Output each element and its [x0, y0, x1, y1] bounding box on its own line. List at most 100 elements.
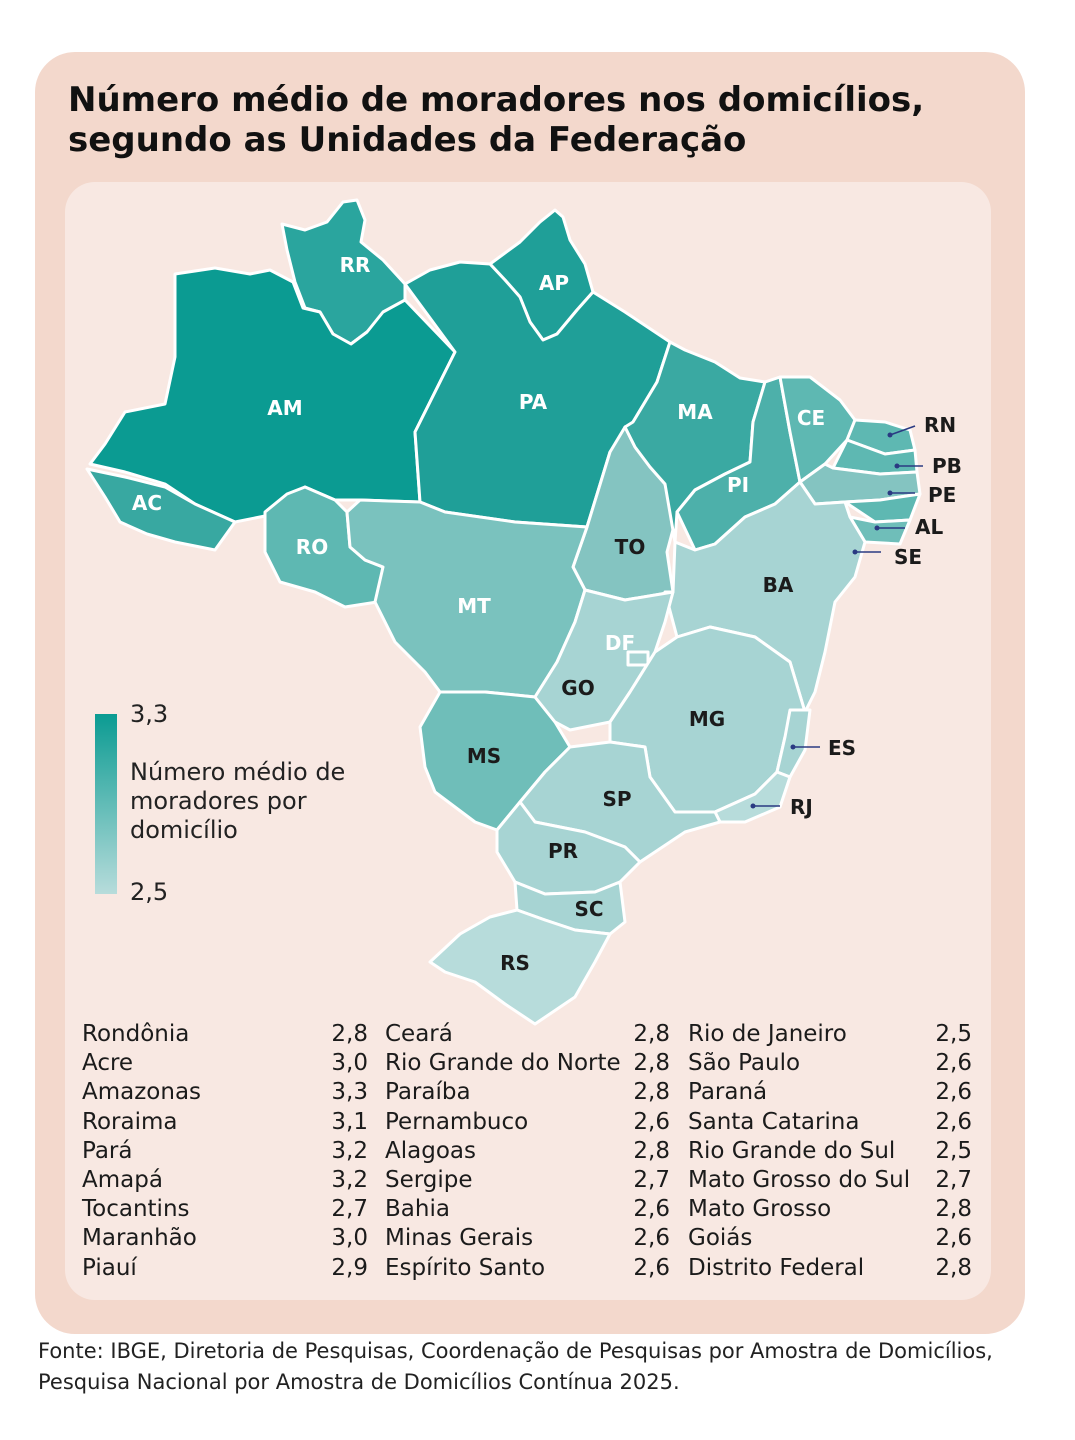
table-row: São Paulo 2,6 — [688, 1049, 972, 1078]
label-AM: AM — [267, 396, 302, 420]
state-name: Ceará — [385, 1021, 453, 1047]
state-name: Bahia — [385, 1196, 450, 1223]
legend-title: Número médio de moradores por domicílio — [130, 758, 346, 844]
label-RJ: RJ — [790, 795, 813, 819]
state-value: 2,8 — [633, 1079, 670, 1106]
table-row: Bahia 2,6 — [385, 1195, 670, 1224]
state-name: Rio de Janeiro — [688, 1021, 847, 1047]
leader-dot-RJ — [750, 803, 756, 809]
label-GO: GO — [561, 676, 594, 700]
state-name: Mato Grosso — [688, 1196, 832, 1223]
table-row: Rio Grande do Norte 2,8 — [385, 1049, 670, 1078]
state-value: 2,6 — [633, 1254, 670, 1281]
state-value: 3,2 — [331, 1137, 368, 1164]
state-name: Minas Gerais — [385, 1225, 534, 1252]
table-row: Acre 3,0 — [82, 1049, 368, 1078]
state-name: Paraná — [688, 1079, 768, 1106]
state-name: Pernambuco — [385, 1108, 529, 1135]
state-name: Amapá — [82, 1166, 163, 1193]
table-row: Goiás 2,6 — [688, 1224, 972, 1253]
table-row: Santa Catarina 2,6 — [688, 1108, 972, 1137]
state-value: 2,8 — [633, 1021, 670, 1047]
state-name: Alagoas — [385, 1137, 476, 1164]
state-value: 2,5 — [935, 1021, 972, 1047]
leader-dot-RN — [887, 432, 893, 438]
legend-min-value: 2,5 — [130, 878, 169, 906]
table-row: Rondônia 2,8 — [82, 1020, 368, 1049]
state-value: 2,6 — [935, 1050, 972, 1077]
label-PB: PB — [932, 454, 962, 478]
table-row: Tocantins 2,7 — [82, 1195, 368, 1224]
state-value: 3,1 — [331, 1108, 368, 1135]
state-value: 3,3 — [331, 1079, 368, 1106]
map-title: Número médio de moradores nos domicílios… — [68, 80, 925, 160]
table-row: Maranhão 3,0 — [82, 1224, 368, 1253]
label-AL: AL — [915, 515, 943, 539]
state-name: São Paulo — [688, 1050, 801, 1077]
state-name: Distrito Federal — [688, 1254, 865, 1281]
table-row: Piauí 2,9 — [82, 1254, 368, 1283]
leader-dot-AL — [874, 525, 880, 531]
state-value: 2,7 — [935, 1166, 972, 1193]
state-name: Espírito Santo — [385, 1254, 546, 1281]
label-PA: PA — [519, 390, 548, 414]
source-note: Fonte: IBGE, Diretoria de Pesquisas, Coo… — [38, 1339, 993, 1394]
state-name: Mato Grosso do Sul — [688, 1166, 911, 1193]
table-row: Ceará 2,8 — [385, 1020, 670, 1049]
label-RS: RS — [500, 951, 530, 975]
table-row: Rio de Janeiro 2,5 — [688, 1020, 972, 1049]
state-value: 3,0 — [331, 1050, 368, 1077]
table-row: Espírito Santo 2,6 — [385, 1254, 670, 1283]
state-value: 3,2 — [331, 1166, 368, 1193]
table-row: Roraima 3,1 — [82, 1108, 368, 1137]
table-row: Amapá 3,2 — [82, 1166, 368, 1195]
state-name: Amazonas — [82, 1079, 202, 1106]
state-RS — [428, 908, 612, 1026]
state-name: Goiás — [688, 1225, 753, 1252]
state-value: 2,6 — [935, 1108, 972, 1135]
state-name: Piauí — [82, 1254, 137, 1281]
table-column-2: Ceará 2,8 Rio Grande do Norte 2,8 Paraíba 2… — [385, 1020, 670, 1283]
label-MA: MA — [677, 400, 713, 424]
label-TO: TO — [615, 535, 646, 559]
state-RJ — [713, 770, 792, 824]
label-AP: AP — [539, 271, 569, 295]
state-value: 2,6 — [935, 1079, 972, 1106]
state-value: 2,5 — [935, 1137, 972, 1164]
state-value: 2,8 — [633, 1050, 670, 1077]
state-name: Rio Grande do Norte — [385, 1050, 621, 1077]
label-AC: AC — [132, 491, 162, 515]
table-row: Minas Gerais 2,6 — [385, 1224, 670, 1253]
label-DF: DF — [605, 631, 635, 655]
state-name: Rondônia — [82, 1021, 190, 1047]
label-MG: MG — [689, 707, 725, 731]
state-value: 2,6 — [633, 1196, 670, 1223]
state-value: 2,7 — [633, 1166, 670, 1193]
table-row: Rio Grande do Sul 2,5 — [688, 1137, 972, 1166]
label-CE: CE — [797, 406, 825, 430]
state-name: Santa Catarina — [688, 1108, 860, 1135]
leader-line-RN — [889, 425, 916, 436]
label-ES: ES — [828, 736, 856, 760]
state-name: Rio Grande do Sul — [688, 1137, 896, 1164]
state-value: 2,6 — [633, 1108, 670, 1135]
state-name: Paraíba — [385, 1079, 471, 1106]
table-column-3: Rio de Janeiro 2,5 São Paulo 2,6 Paraná 2,6… — [688, 1020, 972, 1283]
leader-dot-SE — [852, 549, 858, 555]
state-value: 2,8 — [331, 1021, 368, 1047]
table-row: Alagoas 2,8 — [385, 1137, 670, 1166]
label-RO: RO — [296, 535, 328, 559]
table-row: Distrito Federal 2,8 — [688, 1254, 972, 1283]
state-value: 2,9 — [331, 1254, 368, 1281]
label-BA: BA — [763, 573, 794, 597]
state-value: 2,6 — [935, 1225, 972, 1252]
label-PR: PR — [548, 839, 578, 863]
table-row: Pernambuco 2,6 — [385, 1108, 670, 1137]
label-MS: MS — [467, 744, 501, 768]
label-MT: MT — [457, 594, 491, 618]
leader-dot-PB — [894, 463, 900, 469]
state-name: Maranhão — [82, 1225, 197, 1252]
label-SE: SE — [894, 545, 922, 569]
state-value: 2,8 — [935, 1196, 972, 1223]
state-AC — [85, 467, 237, 552]
